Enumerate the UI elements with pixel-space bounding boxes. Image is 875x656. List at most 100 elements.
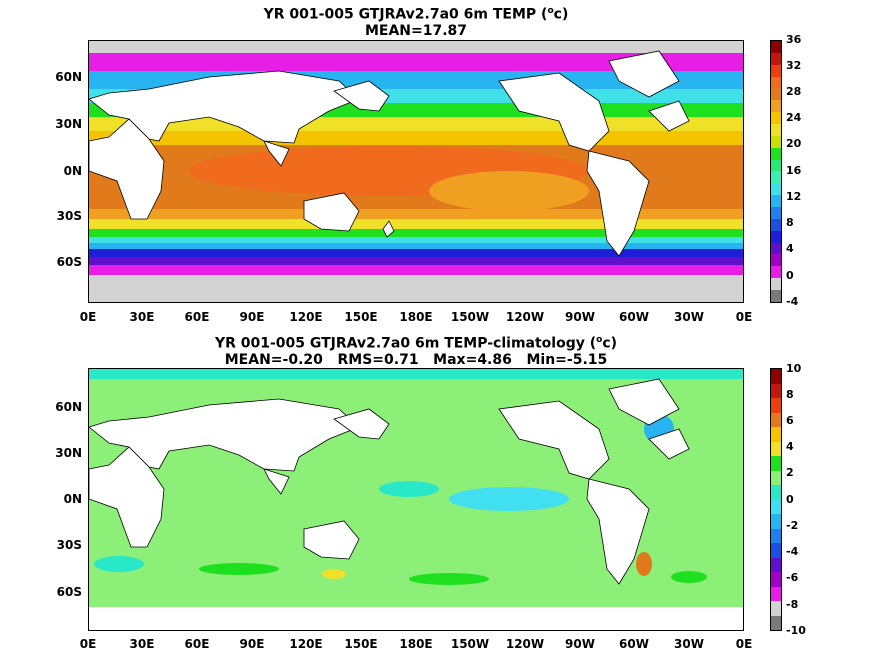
panel1-map-svg <box>89 41 743 302</box>
colorbar-segment <box>771 112 781 125</box>
panel2-xlabel: 30W <box>674 637 704 651</box>
colorbar-segment <box>771 159 781 172</box>
panel1-xlabel: 30E <box>129 310 155 324</box>
colorbar-segment <box>771 207 781 219</box>
panel1-colorbar-label: 36 <box>786 33 802 46</box>
panel2-colorbar-label: -10 <box>786 624 806 637</box>
colorbar-segment <box>771 383 781 398</box>
colorbar-segment <box>771 230 781 243</box>
colorbar-segment <box>771 514 781 529</box>
panel2-title-end: c) <box>602 335 618 352</box>
colorbar-segment <box>771 528 781 543</box>
panel1-colorbar-label: 4 <box>786 242 794 255</box>
colorbar-segment <box>771 100 781 113</box>
colorbar-segment <box>771 135 781 148</box>
panel1-colorbar-label: 32 <box>786 59 802 72</box>
colorbar-segment <box>771 88 781 101</box>
panel2-xlabel: 30E <box>129 637 155 651</box>
panel2-colorbar-label: 6 <box>786 414 794 427</box>
colorbar-segment <box>771 195 781 208</box>
panel2-colorbar-label: 0 <box>786 493 794 506</box>
panel2-title: YR 001-005 GTJRAv2.7a0 6m TEMP-climatolo… <box>88 332 744 368</box>
colorbar-segment <box>771 242 781 255</box>
colorbar-segment <box>771 254 781 267</box>
panel1-map <box>88 40 744 303</box>
colorbar-segment <box>771 218 781 231</box>
colorbar-segment <box>771 52 781 65</box>
panel2-xlabel: 150E <box>344 637 378 651</box>
colorbar-segment <box>771 543 781 558</box>
panel1-colorbar-label: 20 <box>786 137 802 150</box>
panel1-xlabel: 180E <box>399 310 433 324</box>
panel1-colorbar-label: 16 <box>786 164 802 177</box>
panel2-colorbar <box>770 368 782 631</box>
colorbar-segment <box>771 412 781 427</box>
panel2-xlabel: 120E <box>289 637 323 651</box>
panel2-colorbar-label: -6 <box>786 571 799 584</box>
panel2-colorbar-label: 4 <box>786 440 794 453</box>
colorbar-segment <box>771 572 781 587</box>
panel1-xlabel: 150W <box>450 310 490 324</box>
panel1-xlabel: 150E <box>344 310 378 324</box>
panel2-xlabel: 60E <box>184 637 210 651</box>
panel2-colorbar-label: -8 <box>786 598 799 611</box>
panel2-xlabel: 120W <box>505 637 545 651</box>
panel1-ylabel-30S: 30S <box>56 209 82 223</box>
panel2-title-text: YR 001-005 GTJRAv2.7a0 6m TEMP-climatolo… <box>214 335 597 352</box>
panel2-colorbar-label: 2 <box>786 466 794 479</box>
panel1-colorbar-label: 0 <box>786 269 794 282</box>
panel2-ylabel-30N: 30N <box>55 446 82 460</box>
panel1-colorbar-label: 28 <box>786 85 802 98</box>
colorbar-segment <box>771 41 781 53</box>
panel1-xlabel: 60W <box>619 310 649 324</box>
panel1-colorbar-label: -4 <box>786 295 799 308</box>
colorbar-segment <box>771 76 781 89</box>
colorbar-segment <box>771 266 781 279</box>
panel1-mean: MEAN=17.87 <box>364 22 468 39</box>
panel2-colorbar-label: 8 <box>786 388 794 401</box>
colorbar-segment <box>771 183 781 196</box>
panel2-colorbar-label: -4 <box>786 545 799 558</box>
panel1-xlabel: 90W <box>565 310 595 324</box>
colorbar-segment <box>771 615 781 630</box>
panel2-xlabel: 180E <box>399 637 433 651</box>
colorbar-segment <box>771 470 781 485</box>
colorbar-segment <box>771 278 781 291</box>
colorbar-segment <box>771 124 781 136</box>
panel2-xlabel: 90W <box>565 637 595 651</box>
panel2-xlabel: 0E <box>79 637 97 651</box>
colorbar-segment <box>771 171 781 184</box>
panel2-map-svg <box>89 369 743 630</box>
colorbar-segment <box>771 485 781 500</box>
panel1-xlabel: 0E <box>79 310 97 324</box>
colorbar-segment <box>771 64 781 77</box>
panel2-xlabel: 90E <box>239 637 265 651</box>
panel1-ylabel-30N: 30N <box>55 117 82 131</box>
panel1-ylabel-60S: 60S <box>56 255 82 269</box>
panel1-xlabel: 0E <box>735 310 753 324</box>
panel1-title-text: YR 001-005 GTJRAv2.7a0 6m TEMP ( <box>263 6 548 23</box>
panel1-xlabel: 90E <box>239 310 265 324</box>
panel1-xlabel: 120E <box>289 310 323 324</box>
panel1-colorbar-label: 24 <box>786 111 802 124</box>
colorbar-segment <box>771 147 781 160</box>
panel2-stats: MEAN=-0.20 RMS=0.71 Max=4.86 Min=-5.15 <box>224 351 608 368</box>
panel2-xlabel: 0E <box>735 637 753 651</box>
panel1-colorbar-label: 12 <box>786 190 802 203</box>
colorbar-segment <box>771 398 781 413</box>
panel1-ylabel-60N: 60N <box>55 70 82 84</box>
colorbar-segment <box>771 557 781 572</box>
panel2-xlabel: 150W <box>450 637 490 651</box>
panel1-xlabel: 60E <box>184 310 210 324</box>
panel2-map <box>88 368 744 631</box>
panel1-colorbar <box>770 40 782 303</box>
colorbar-segment <box>771 427 781 442</box>
panel1-title-sup: o <box>547 6 554 16</box>
colorbar-segment <box>771 456 781 471</box>
colorbar-segment <box>771 441 781 456</box>
panel2-colorbar-label: -2 <box>786 519 799 532</box>
panel1-xlabel: 30W <box>674 310 704 324</box>
panel2-ylabel-30S: 30S <box>56 538 82 552</box>
panel1-xlabel: 120W <box>505 310 545 324</box>
panel2-title-sup: o <box>596 335 603 345</box>
